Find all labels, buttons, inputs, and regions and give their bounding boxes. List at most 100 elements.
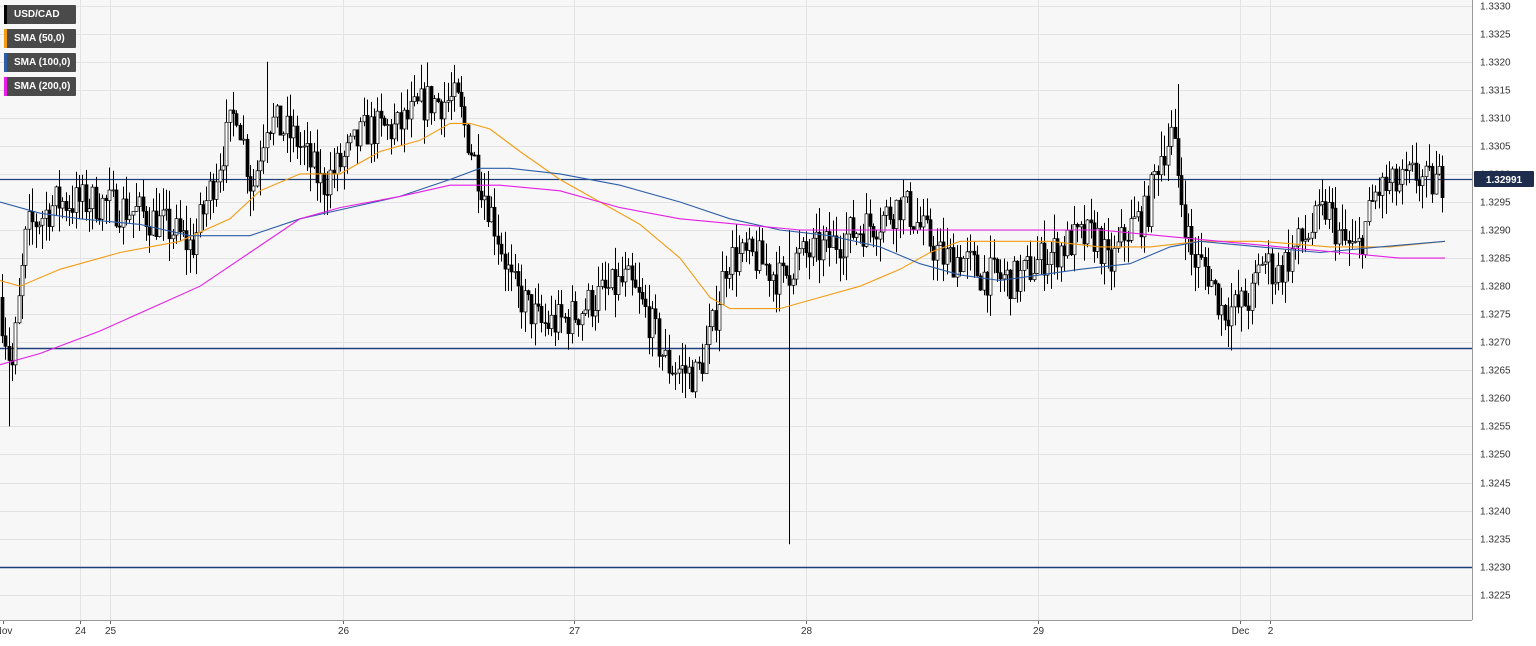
candle-down [399, 112, 404, 130]
candle-up [1116, 241, 1121, 249]
candle-down [479, 190, 484, 201]
candle-up [181, 230, 186, 233]
candle-down [590, 289, 595, 317]
candle-down [1430, 166, 1435, 195]
candle-down [972, 250, 977, 256]
candle-down [1347, 240, 1352, 244]
candle-down [851, 217, 856, 238]
candle-up [1434, 173, 1439, 195]
candle-up [935, 245, 940, 261]
candle-up [161, 209, 166, 217]
legend-item-sma-50[interactable]: SMA (50,0) [4, 29, 77, 48]
candle-down [1333, 207, 1338, 245]
candle-up [677, 368, 682, 374]
candle-down [1092, 222, 1097, 252]
candle-down [603, 279, 608, 289]
x-tick-label: Nov [0, 626, 12, 637]
candle-down [114, 189, 119, 227]
candle-up [1136, 211, 1141, 218]
candle-up [1350, 241, 1355, 244]
candle-down [382, 117, 387, 126]
candle-up [680, 365, 685, 370]
candle-down [754, 251, 759, 271]
candle-up [1437, 165, 1442, 175]
candle-down [64, 201, 69, 211]
legend-swatch [4, 29, 7, 48]
candle-up [1273, 281, 1278, 285]
candle-down [365, 114, 370, 145]
candle-down [633, 279, 638, 288]
candle-up [1018, 270, 1023, 292]
candle-down [918, 222, 923, 228]
candle-down [781, 262, 786, 267]
candle-down [992, 257, 997, 260]
candle-down [1028, 256, 1033, 281]
candle-down [1156, 171, 1161, 176]
candle-up [1290, 248, 1295, 272]
candle-up [801, 241, 806, 249]
y-tick-label: 1.3310 [1480, 114, 1511, 125]
candle-down [97, 218, 102, 220]
candle-down [941, 241, 946, 265]
candle-down [667, 349, 672, 374]
candle-up [1306, 237, 1311, 240]
candle-up [1239, 290, 1244, 308]
candle-up [228, 109, 233, 123]
candle-up [1129, 218, 1134, 241]
candle-up [1303, 239, 1308, 242]
candle-down [734, 247, 739, 272]
candle-down [355, 129, 360, 147]
candle-up [717, 304, 722, 331]
candle-up [523, 290, 528, 313]
y-tick-label: 1.3330 [1480, 2, 1511, 13]
candle-up [616, 276, 621, 295]
candle-up [1166, 145, 1171, 166]
candle-down [322, 172, 327, 195]
candle-down [422, 88, 427, 121]
candle-up [988, 257, 993, 296]
candle-up [533, 303, 538, 325]
candle-up [1012, 260, 1017, 299]
candle-down [248, 176, 253, 192]
candle-down [1109, 249, 1114, 272]
candle-up [489, 206, 494, 223]
sma-layer [0, 122, 1446, 366]
sma-50-line [0, 122, 1446, 310]
candle-up [704, 344, 709, 374]
candle-down [298, 146, 303, 148]
candle-up [164, 208, 169, 211]
candle-up [513, 271, 518, 273]
candle-up [1340, 229, 1345, 231]
candle-up [660, 355, 665, 357]
candle-up [905, 191, 910, 198]
candle-down [1343, 229, 1348, 241]
x-tick-label: 24 [75, 626, 87, 637]
candle-down [543, 322, 548, 324]
candle-down [787, 275, 792, 286]
candle-down [573, 301, 578, 321]
candle-down [141, 196, 146, 212]
candle-down [503, 253, 508, 270]
legend-item-sma-100[interactable]: SMA (100,0) [4, 53, 77, 72]
candle-down [1440, 165, 1445, 198]
candle-up [369, 116, 374, 145]
x-tick-label: 28 [801, 626, 813, 637]
candle-up [831, 235, 836, 248]
candle-up [432, 98, 437, 114]
candle-up [570, 301, 575, 335]
candle-down [178, 218, 183, 233]
candle-up [720, 270, 725, 305]
y-tick-label: 1.3290 [1480, 226, 1511, 237]
candle-up [1363, 221, 1368, 255]
candle-down [7, 345, 12, 361]
candle-up [791, 278, 796, 286]
candle-down [389, 124, 394, 140]
candle-down [439, 101, 444, 120]
candle-up [40, 217, 45, 226]
legend-item-usdcad[interactable]: USD/CAD [4, 5, 77, 24]
candle-down [429, 86, 434, 114]
legend-item-sma-200[interactable]: SMA (200,0) [4, 77, 77, 96]
candle-down [30, 211, 35, 223]
